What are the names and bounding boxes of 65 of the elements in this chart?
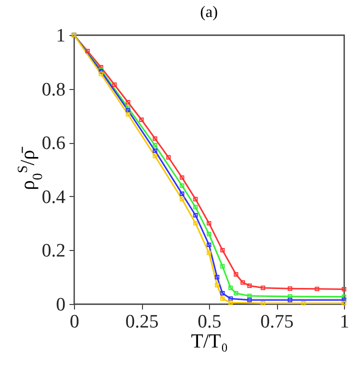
point [288,286,292,291]
point [139,118,144,122]
point [180,183,184,188]
point [220,291,225,296]
x-axis-title: T/T₀ [191,330,228,352]
point [220,264,225,269]
point [247,298,252,302]
y-tick-label: 0.8 [42,79,66,100]
x-tick-label: 0 [70,312,80,332]
point [126,112,130,117]
point [193,221,198,226]
y-tick-label: 1 [56,26,66,46]
point [152,154,158,158]
point [98,72,104,76]
point [342,300,346,306]
point [98,65,104,70]
point [193,204,198,210]
point [180,196,184,202]
point [342,298,346,302]
y-tick-label: 0.2 [42,240,66,262]
point [288,294,292,299]
point [152,143,158,148]
point [206,221,212,226]
point [228,300,233,305]
point [214,274,220,280]
point [152,148,158,153]
y-tick-label: 0.6 [42,133,66,154]
point [112,82,117,87]
point [166,155,171,160]
y-tick-label: 0.4 [42,186,66,208]
point [314,286,320,292]
point [214,282,220,288]
x-tick-label: 0.5 [198,312,222,332]
x-tick-label: 0.75 [260,312,294,332]
point [240,280,245,285]
point [247,283,252,288]
point [228,286,233,290]
point [126,100,130,104]
point [206,232,212,236]
chart-title: (a) [200,4,218,21]
point [220,248,225,252]
x-tick-label: 0.25 [125,312,159,332]
point [301,300,306,306]
point [126,108,130,113]
point [126,105,130,110]
point [342,294,346,299]
point [193,196,198,202]
point [193,213,198,218]
point [288,298,292,302]
point [180,175,184,180]
point [228,296,233,301]
x-tick-label: 1 [340,312,350,332]
point [234,291,238,296]
point [247,294,252,298]
point [152,136,158,141]
point [206,242,212,248]
point [234,272,238,277]
point [85,48,90,54]
point [220,296,225,301]
point [260,300,266,306]
point [342,286,346,292]
y-tick-label: 0 [56,294,66,316]
point [180,191,184,196]
point [260,286,266,290]
point [206,250,212,256]
